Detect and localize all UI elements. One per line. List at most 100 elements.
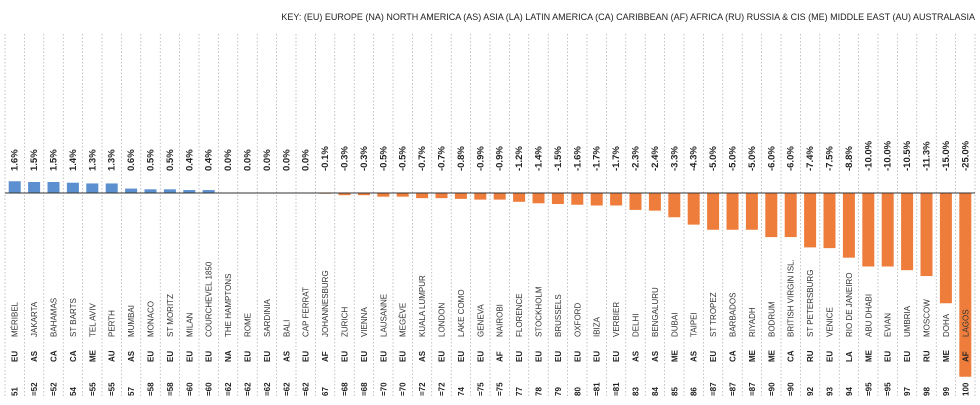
bar xyxy=(804,193,817,248)
value-label: -10.0% xyxy=(863,140,874,171)
region-label: EU xyxy=(709,351,718,362)
value-label: -0.1% xyxy=(320,146,331,171)
rank-label: =52 xyxy=(30,382,39,396)
value-label: -1.6% xyxy=(572,146,583,171)
rank-label: =60 xyxy=(185,382,194,396)
city-label: ZURICH xyxy=(341,307,350,337)
city-label: DOHA xyxy=(942,313,951,337)
region-label: EU xyxy=(903,351,912,362)
value-label: 0.5% xyxy=(146,149,157,171)
value-label: -1.2% xyxy=(514,146,525,171)
bar xyxy=(144,189,157,193)
value-label: 0.0% xyxy=(223,149,234,171)
city-label: IBIZA xyxy=(593,316,602,337)
region-label: LA xyxy=(845,351,854,362)
city-label: KUALA LUMPUR xyxy=(418,275,427,337)
value-label: -6.0% xyxy=(766,146,777,171)
value-label: -0.7% xyxy=(417,146,428,171)
value-label: -15.0% xyxy=(941,140,952,171)
region-label: AS xyxy=(651,350,660,362)
value-label: -10.0% xyxy=(883,140,894,171)
rank-label: 85 xyxy=(670,387,679,396)
city-label: BENGALURU xyxy=(651,287,660,337)
region-label: AF xyxy=(961,351,970,362)
region-label: EU xyxy=(515,351,524,362)
region-label: AU xyxy=(108,350,117,362)
rank-label: 54 xyxy=(69,387,78,396)
region-label: EU xyxy=(379,351,388,362)
city-label: GENEVA xyxy=(476,304,485,337)
region-label: AF xyxy=(496,351,505,362)
city-label: VERBIER xyxy=(612,302,621,337)
value-label: 1.5% xyxy=(29,149,40,171)
bar xyxy=(28,181,41,193)
value-label: -0.3% xyxy=(340,146,351,171)
rank-label: =75 xyxy=(496,382,505,396)
bar xyxy=(86,183,99,193)
region-label: ME xyxy=(88,349,97,362)
value-label: -2.4% xyxy=(650,146,661,171)
city-label: ABU DHABI xyxy=(864,294,873,337)
rank-label: 98 xyxy=(923,387,932,396)
value-label: -1.5% xyxy=(553,146,564,171)
value-labels: 1.6% 1.5% 1.5% 1.4% 1.3% 1.3% 0.6% 0.5% 0.5% 0.4%… xyxy=(10,140,972,171)
city-label: CAP FERRAT xyxy=(302,287,311,337)
rank-label: 80 xyxy=(573,387,582,396)
rank-label: =68 xyxy=(360,382,369,396)
rank-label: 93 xyxy=(826,387,835,396)
rank-label: 79 xyxy=(554,387,563,396)
region-label: EU xyxy=(535,351,544,362)
city-label: LONDON xyxy=(438,303,447,337)
region-label: EU xyxy=(476,351,485,362)
value-label: 0.5% xyxy=(165,149,176,171)
value-label: -3.3% xyxy=(669,146,680,171)
city-label: LAGOS xyxy=(961,309,970,337)
rank-label: 57 xyxy=(127,387,136,396)
city-label: TAIPEI xyxy=(690,312,699,337)
value-label: -0.5% xyxy=(378,146,389,171)
rank-label: =95 xyxy=(884,382,893,396)
bar xyxy=(648,193,661,211)
region-label: AS xyxy=(127,350,136,362)
value-label: -1.7% xyxy=(611,146,622,171)
region-label: RU xyxy=(806,350,815,362)
rank-label: 83 xyxy=(632,387,641,396)
bar xyxy=(416,193,429,199)
bar xyxy=(163,189,176,193)
value-label: -5.0% xyxy=(728,146,739,171)
region-label: EU xyxy=(612,351,621,362)
region-label: EU xyxy=(826,351,835,362)
city-label: DUBAI xyxy=(670,313,679,337)
value-label: -10.5% xyxy=(902,140,913,171)
value-label: -8.8% xyxy=(844,146,855,171)
region-label: CA xyxy=(69,350,78,362)
value-label: 1.6% xyxy=(10,149,21,171)
bar xyxy=(571,193,584,205)
city-label: FLORENCE xyxy=(515,293,524,337)
rank-label: 100 xyxy=(961,382,970,396)
region-label: EU xyxy=(147,351,156,362)
rank-label: =58 xyxy=(166,382,175,396)
value-label: 0.4% xyxy=(184,149,195,171)
bar xyxy=(668,193,681,218)
rank-label: 86 xyxy=(690,387,699,396)
bar xyxy=(610,193,623,206)
region-label: EU xyxy=(884,351,893,362)
city-label: BAHAMAS xyxy=(50,298,59,337)
bar xyxy=(493,193,506,200)
region-label: ME xyxy=(670,349,679,362)
city-label: BALI xyxy=(282,320,291,337)
region-label: CA xyxy=(50,350,59,362)
value-label: -25.0% xyxy=(960,140,971,171)
city-label: OXFORD xyxy=(573,303,582,337)
rank-label: =72 xyxy=(418,382,427,396)
value-label: 1.3% xyxy=(87,149,98,171)
rank-label: =95 xyxy=(864,382,873,396)
rank-label: =87 xyxy=(729,382,738,396)
city-label: ST MORITZ xyxy=(166,294,175,337)
bar xyxy=(959,193,972,377)
region-label: EU xyxy=(205,351,214,362)
rank-label: =58 xyxy=(147,382,156,396)
region-label: EU xyxy=(11,351,20,362)
region-label: AS xyxy=(632,350,641,362)
